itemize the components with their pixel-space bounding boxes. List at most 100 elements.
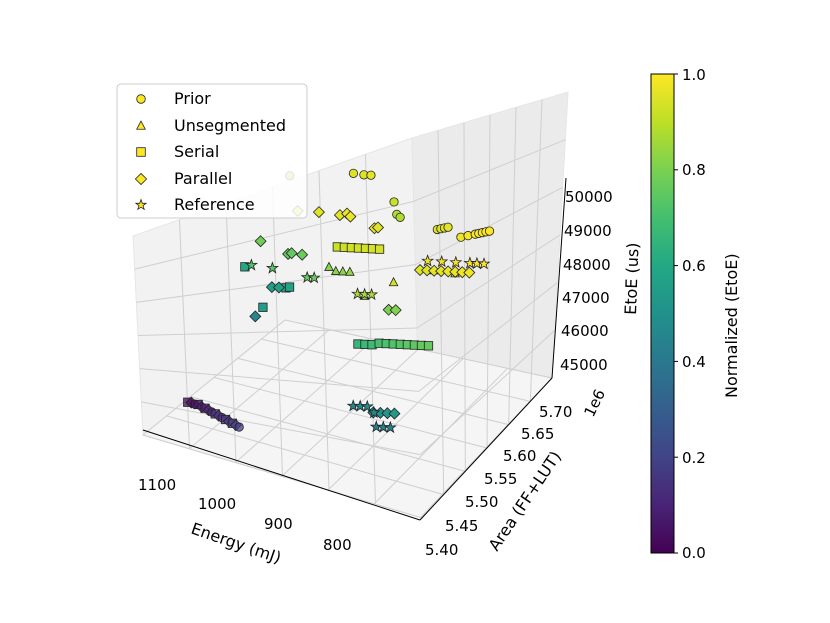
point-reference — [435, 254, 449, 268]
z-tick-label: 50000 — [565, 188, 613, 206]
point-prior — [348, 168, 359, 178]
point-parallel — [371, 221, 385, 234]
z-tick-label: 49000 — [564, 222, 612, 240]
point-parallel — [389, 304, 402, 317]
point-reference — [383, 420, 397, 434]
y-offset-text: 1e6 — [580, 386, 609, 419]
back-pane-gridline — [437, 130, 445, 495]
x-tick-label: 900 — [264, 515, 293, 533]
legend-label-prior: Prior — [174, 89, 211, 108]
legend-marker-reference-icon — [134, 198, 148, 211]
colorbar-tick-label: 0.0 — [682, 544, 706, 562]
point-serial — [258, 302, 268, 312]
y-tick-label: 5.65 — [521, 425, 554, 443]
gridlines — [134, 99, 566, 519]
point-serial — [374, 244, 385, 254]
point-prior — [443, 222, 453, 232]
legend: Prior Unsegmented Serial Parallel Refere… — [116, 83, 308, 219]
point-reference — [365, 287, 379, 301]
z-tick-label: 46000 — [561, 322, 609, 340]
z-axis-label: EtoE (us) — [621, 242, 643, 315]
legend-markers — [134, 94, 148, 211]
left-pane-gridline — [365, 154, 376, 505]
y-tick-label: 5.45 — [445, 517, 478, 535]
point-reference — [449, 255, 463, 268]
point-unsegmented — [388, 276, 399, 287]
scatter-points — [183, 168, 495, 434]
point-reference — [244, 258, 258, 271]
back-pane-gridline — [508, 107, 517, 425]
z-tick-label: 47000 — [562, 289, 610, 307]
colorbar-tick-label: 1.0 — [682, 66, 706, 84]
x-tick-label: 1100 — [138, 476, 176, 494]
colorbar-tick-label: 0.4 — [682, 353, 706, 371]
y-tick-label: 5.70 — [539, 403, 572, 421]
z-tick-label: 48000 — [563, 256, 611, 274]
axis-lines — [142, 177, 567, 521]
legend-label-reference: Reference — [174, 195, 255, 214]
y-tick-label: 5.55 — [484, 470, 517, 488]
colorbar-ticks — [674, 73, 678, 554]
point-prior — [395, 212, 405, 222]
point-unsegmented — [337, 266, 348, 276]
z-axis-line — [551, 177, 567, 379]
legend-label-serial: Serial — [174, 142, 219, 161]
point-parallel — [463, 266, 476, 279]
x-axis-line — [142, 429, 421, 521]
point-parallel — [249, 310, 262, 323]
legend-marker-parallel-icon — [134, 172, 148, 186]
point-prior — [389, 197, 399, 207]
colorbar-label: Normalized (EtoE) — [722, 253, 741, 398]
point-reference — [421, 254, 435, 267]
point-reference — [360, 399, 374, 413]
point-parallel — [312, 206, 325, 219]
floor-gridline — [237, 357, 509, 426]
legend-marker-serial-icon — [136, 147, 146, 157]
colorbar-tick-label: 0.6 — [682, 257, 706, 275]
point-serial — [284, 282, 295, 292]
point-reference — [367, 405, 381, 419]
point-serial — [423, 341, 434, 351]
colorbar-gradient — [650, 73, 675, 554]
point-unsegmented — [345, 266, 355, 276]
left-pane-gridline — [272, 186, 283, 477]
x-axis-ticks: 1100 1000 900 800 — [138, 476, 352, 554]
y-tick-label: 5.60 — [503, 447, 536, 465]
x-tick-label: 800 — [323, 536, 352, 554]
colorbar-tick-label: 0.2 — [682, 449, 706, 467]
legend-marker-unsegmented-icon — [136, 120, 146, 130]
y-tick-label: 5.40 — [425, 541, 458, 559]
floor-gridline — [166, 415, 444, 496]
z-axis-ticks: 45000 46000 47000 48000 49000 50000 — [560, 188, 613, 374]
point-reference — [265, 261, 279, 274]
back-pane-gridline — [486, 114, 491, 449]
floor-gridline — [213, 377, 488, 449]
z-tick-label: 45000 — [560, 356, 608, 374]
legend-marker-prior-icon — [136, 94, 146, 104]
legend-label-parallel: Parallel — [174, 169, 232, 188]
point-parallel — [344, 210, 357, 223]
back-pane-gridline — [529, 99, 543, 402]
point-reference — [307, 270, 321, 284]
point-prior — [484, 226, 495, 236]
back-pane-gridline — [463, 122, 466, 472]
y-tick-label: 5.50 — [465, 493, 498, 511]
floor-gridline — [261, 338, 531, 402]
left-pane-gridline — [318, 170, 330, 491]
point-cluster-low- — [234, 422, 244, 432]
point-parallel — [388, 407, 401, 420]
legend-label-unsegmented: Unsegmented — [174, 116, 286, 135]
left-pane-gridline — [179, 219, 190, 449]
point-prior — [366, 170, 376, 180]
point-parallel — [254, 235, 267, 248]
point-parallel — [296, 248, 309, 261]
colorbar-tick-label: 0.8 — [682, 161, 706, 179]
point-unsegmented — [330, 265, 341, 275]
point-parallel — [285, 247, 298, 260]
colorbar: 0.0 0.2 0.4 0.6 0.8 1.0 Normalized (EtoE… — [650, 66, 741, 562]
point-unsegmented — [324, 261, 334, 271]
legend-box — [116, 83, 308, 219]
y-axis-line — [419, 377, 553, 521]
point-parallel — [272, 281, 285, 294]
